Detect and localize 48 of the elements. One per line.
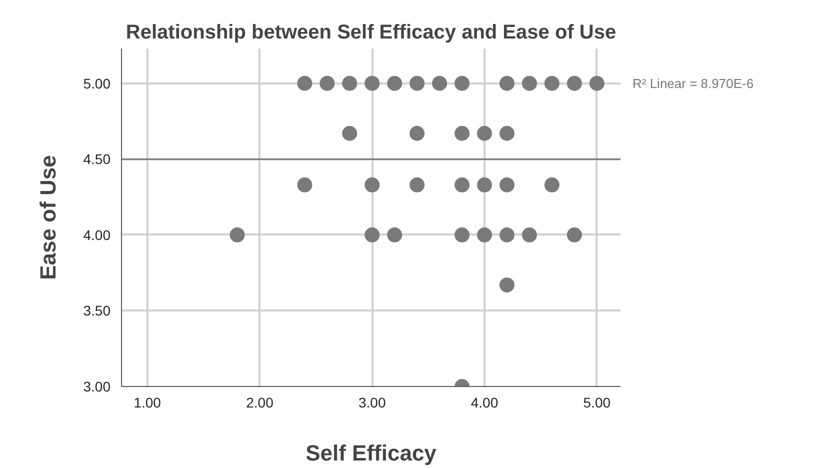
x-tick-label: 3.00: [358, 394, 386, 410]
point: [454, 177, 470, 192]
y-tick-label: 3.50: [83, 302, 111, 319]
point: [522, 227, 537, 242]
point: [297, 177, 312, 192]
x-tick-label: 4.00: [470, 394, 498, 410]
point: [454, 227, 470, 242]
point: [410, 177, 425, 192]
point: [342, 126, 358, 141]
point: [499, 227, 514, 242]
point: [387, 76, 402, 91]
point: [544, 177, 560, 192]
point: [566, 76, 582, 91]
point: [454, 76, 470, 91]
point: [522, 76, 537, 91]
point: [454, 126, 470, 141]
y-tick-label: 3.00: [83, 378, 111, 394]
point: [364, 76, 380, 91]
point: [477, 177, 492, 192]
text: R² Linear = 8.970E-6: [632, 76, 754, 91]
point: [297, 76, 312, 91]
x-tick-label: 5.00: [583, 394, 611, 410]
point: [410, 126, 425, 141]
point: [499, 126, 514, 141]
point: [432, 76, 448, 91]
point: [499, 76, 514, 91]
point: [477, 227, 492, 242]
y-axis-title: Ease of Use: [35, 155, 60, 280]
point: [499, 277, 514, 292]
x-tick-label: 2.00: [246, 394, 274, 410]
y-tick-label: 5.00: [83, 75, 111, 92]
point: [342, 76, 358, 91]
point: [320, 76, 335, 91]
point: [477, 126, 492, 141]
point: [364, 227, 380, 242]
x-tick-label: 1.00: [134, 394, 162, 410]
y-tick-label: 4.00: [83, 226, 111, 243]
point: [230, 227, 245, 242]
point: [544, 76, 560, 91]
chart-title: Relationship between Self Efficacy and Ease of Use: [126, 22, 616, 44]
point: [387, 227, 402, 242]
point: [499, 177, 514, 192]
point: [566, 227, 582, 242]
point: [589, 76, 604, 91]
x-axis-title: Self Efficacy: [306, 440, 438, 466]
point: [364, 177, 380, 192]
point: [410, 76, 425, 91]
y-tick-label: 4.50: [83, 151, 111, 168]
